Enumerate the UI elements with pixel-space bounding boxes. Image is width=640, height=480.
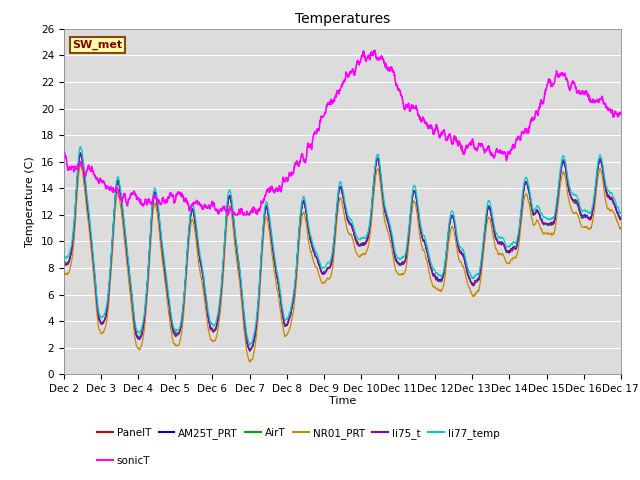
- Text: SW_met: SW_met: [72, 40, 122, 50]
- Legend: sonicT: sonicT: [97, 456, 150, 466]
- Title: Temperatures: Temperatures: [295, 12, 390, 26]
- X-axis label: Time: Time: [329, 396, 356, 406]
- Y-axis label: Temperature (C): Temperature (C): [26, 156, 35, 247]
